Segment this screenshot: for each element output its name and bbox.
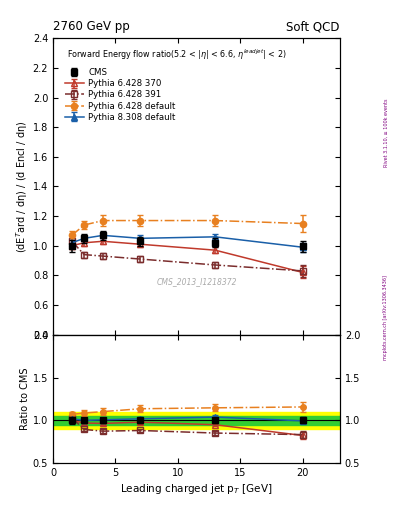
Text: mcplots.cern.ch [arXiv:1306.3436]: mcplots.cern.ch [arXiv:1306.3436]: [384, 275, 388, 360]
X-axis label: Leading charged jet p$_{T}$ [GeV]: Leading charged jet p$_{T}$ [GeV]: [120, 482, 273, 497]
Text: Rivet 3.1.10, ≥ 100k events: Rivet 3.1.10, ≥ 100k events: [384, 99, 388, 167]
Y-axis label: (dE$^{T}$ard / dη) / (d Encl / dη): (dE$^{T}$ard / dη) / (d Encl / dη): [14, 120, 30, 252]
Bar: [53, 416, 340, 425]
Y-axis label: Ratio to CMS: Ratio to CMS: [20, 368, 30, 430]
Legend: CMS, Pythia 6.428 370, Pythia 6.428 391, Pythia 6.428 default, Pythia 8.308 defa: CMS, Pythia 6.428 370, Pythia 6.428 391,…: [63, 67, 177, 123]
Text: Forward Energy flow ratio(5.2 < $|\eta|$ < 6.6, $\eta^{leadjet}$| < 2): Forward Energy flow ratio(5.2 < $|\eta|$…: [68, 47, 287, 61]
Bar: [53, 412, 340, 429]
Text: Soft QCD: Soft QCD: [286, 20, 340, 33]
Text: CMS_2013_I1218372: CMS_2013_I1218372: [156, 277, 237, 286]
Text: 2760 GeV pp: 2760 GeV pp: [53, 20, 130, 33]
